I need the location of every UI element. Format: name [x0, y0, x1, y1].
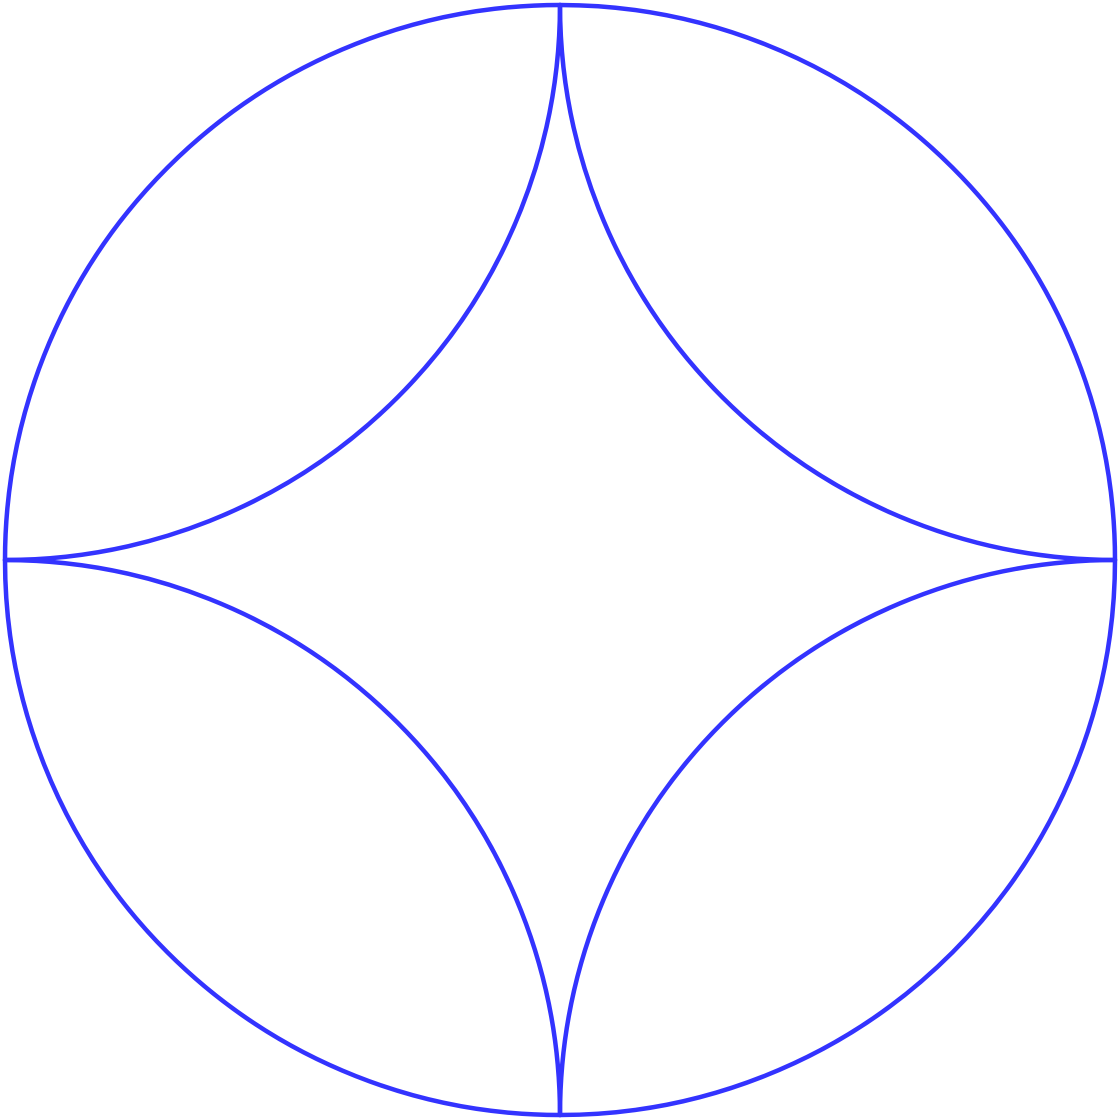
inner-arc-bottom-right [557, 557, 1118, 1118]
inner-arc-top-right [557, 2, 1118, 563]
inner-arc-top-left [2, 2, 563, 563]
inner-arc-bottom-left [2, 557, 563, 1118]
